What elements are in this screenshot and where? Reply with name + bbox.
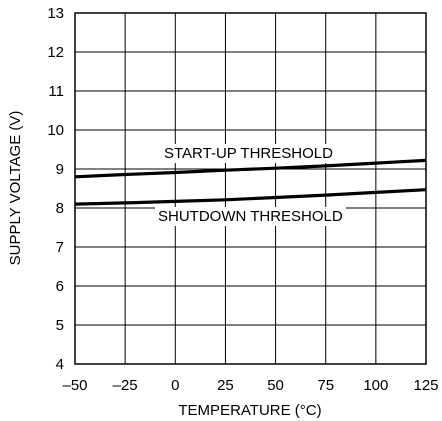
y-tick-label: 5 bbox=[56, 317, 64, 334]
grid bbox=[75, 13, 426, 364]
x-tick-label: 50 bbox=[267, 377, 284, 394]
y-tick-label: 13 bbox=[47, 5, 64, 22]
x-tick-label: 75 bbox=[317, 377, 334, 394]
y-tick-label: 9 bbox=[56, 161, 64, 178]
startup-threshold-line bbox=[74, 158, 427, 179]
x-tick-label: 125 bbox=[413, 377, 438, 394]
shutdown-threshold-label: SHUTDOWN THRESHOLD bbox=[158, 208, 343, 225]
y-axis-label: SUPPLY VOLTAGE (V) bbox=[7, 111, 24, 266]
shutdown-threshold-label-background bbox=[155, 207, 346, 226]
y-tick-label: 8 bbox=[56, 200, 64, 217]
y-tick-label: 12 bbox=[47, 44, 64, 61]
startup-threshold-label: START-UP THRESHOLD bbox=[164, 145, 333, 162]
x-tick-label: –25 bbox=[113, 377, 138, 394]
y-tick-label: 6 bbox=[56, 278, 64, 295]
y-tick-label: 11 bbox=[48, 83, 64, 100]
tick-labels: –50 –25 0 25 50 75 100 125 4 5 6 7 8 9 10 11 12 13 bbox=[47, 5, 438, 394]
x-tick-label: 100 bbox=[363, 377, 388, 394]
plot-frame bbox=[74, 12, 427, 365]
shutdown-threshold-line bbox=[74, 188, 427, 206]
startup-threshold-label-background bbox=[161, 144, 337, 163]
x-tick-label: 25 bbox=[217, 377, 234, 394]
series-layer bbox=[74, 158, 427, 206]
y-tick-label: 4 bbox=[56, 356, 64, 373]
x-tick-label: 0 bbox=[171, 377, 179, 394]
x-tick-label: –50 bbox=[62, 377, 87, 394]
y-tick-label: 10 bbox=[47, 122, 64, 139]
y-tick-label: 7 bbox=[56, 239, 64, 256]
x-axis-label: TEMPERATURE (°C) bbox=[178, 402, 321, 419]
